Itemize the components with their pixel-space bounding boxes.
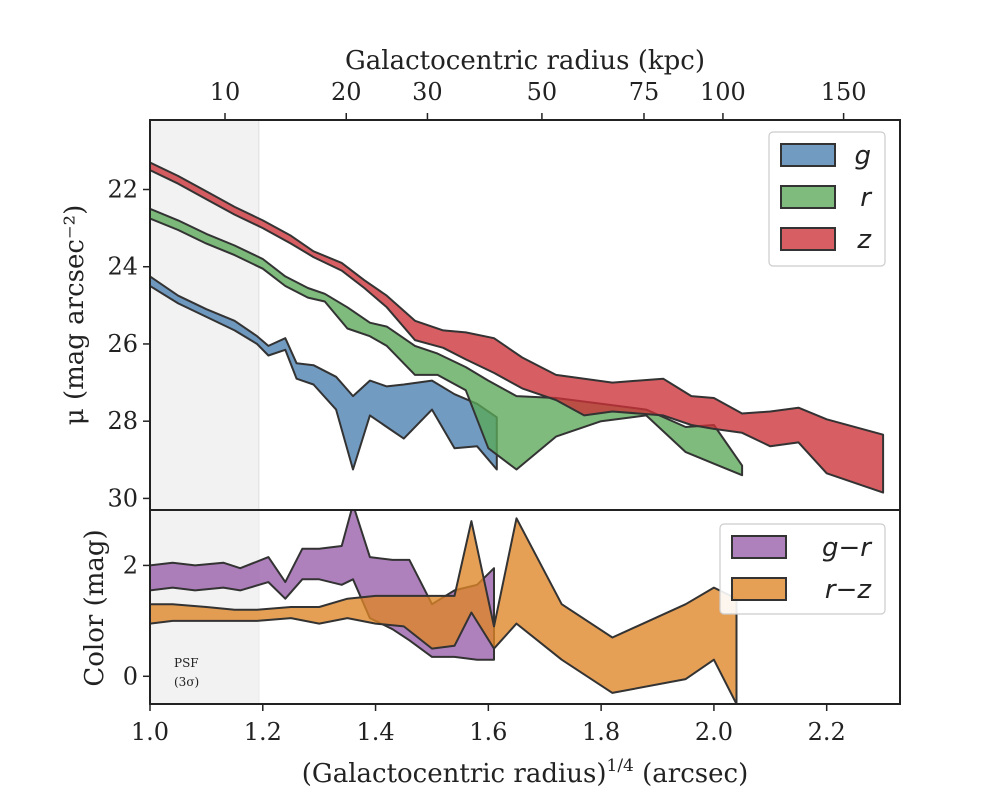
- series-band-r-minus-z: [150, 517, 738, 704]
- bottom-x-ticks: 1.0 1.2 1.4 1.6 1.8 2.0 2.2: [131, 704, 846, 746]
- kpc-tick-label-20: 20: [331, 78, 362, 106]
- x-tick-label-1.8: 1.8: [582, 718, 620, 746]
- bottom-legend: g−r r−z: [719, 523, 886, 615]
- surface-brightness-series: [150, 161, 885, 494]
- y-tick-label-26: 26: [107, 330, 138, 358]
- psf-sigma-label: (3σ): [174, 675, 199, 689]
- x-tick-label-2.2: 2.2: [808, 718, 846, 746]
- y-tick-label-24: 24: [107, 253, 138, 281]
- kpc-tick-label-75: 75: [629, 78, 660, 106]
- x-tick-label-2: 2.0: [695, 718, 733, 746]
- bottom-panel-frame: [149, 509, 901, 705]
- bottom-x-label-main: (Galactocentric radius): [302, 759, 607, 789]
- bottom-x-axis-label: (Galactocentric radius)1/4 (arcsec): [302, 756, 748, 789]
- x-tick-label-1: 1.0: [131, 718, 169, 746]
- legend-swatch-g: [780, 143, 836, 167]
- series-band-z: [150, 161, 885, 494]
- x-tick-label-1.2: 1.2: [244, 718, 282, 746]
- kpc-tick-label-150: 150: [821, 78, 867, 106]
- top-y-axis-label: μ (mag arcsec⁻²): [60, 205, 90, 425]
- legend-label-z: z: [856, 225, 872, 255]
- top-legend: grz: [768, 131, 886, 267]
- color-y-tick-label-0: 0: [123, 662, 138, 690]
- bottom-x-label-unit: (arcsec): [634, 759, 748, 789]
- kpc-tick-label-50: 50: [527, 78, 558, 106]
- color-series: [150, 510, 738, 704]
- y-tick-label-28: 28: [107, 407, 138, 435]
- color-panel: 02 1.0 1.2 1.4 1.6 1.8 2.0 2.2 g−rr−z PSF (3σ): [123, 509, 901, 746]
- legend-swatch-z: [780, 227, 836, 251]
- bottom-y-ticks: 02: [123, 551, 150, 690]
- series-band-g: [150, 275, 498, 471]
- legend-label-r: r: [860, 183, 873, 213]
- color-y-tick-label-2: 2: [123, 551, 138, 579]
- legend-swatch-g-minus-r: [731, 535, 787, 559]
- kpc-tick-label-100: 100: [700, 78, 746, 106]
- kpc-tick-label-10: 10: [210, 78, 241, 106]
- legend-label-r-minus-z: r−z: [825, 575, 872, 605]
- top-secondary-x-ticks: 10 20 30 50 75 100 150: [210, 78, 867, 120]
- legend-label-g-minus-r: g−r: [822, 533, 873, 563]
- x-tick-label-1.4: 1.4: [356, 718, 394, 746]
- legend-swatch-r: [780, 185, 836, 209]
- top-y-ticks: 22 24 26 28 30: [107, 176, 150, 512]
- kpc-tick-label-30: 30: [412, 78, 443, 106]
- psf-label: PSF: [174, 656, 199, 670]
- bottom-y-axis-label: Color (mag): [80, 529, 110, 686]
- y-tick-label-30: 30: [107, 484, 138, 512]
- y-tick-label-22: 22: [107, 176, 138, 204]
- legend-label-g: g: [854, 141, 871, 171]
- top-x-axis-label: Galactocentric radius (kpc): [345, 46, 705, 76]
- x-tick-label-1.6: 1.6: [469, 718, 507, 746]
- legend-swatch-r-minus-z: [731, 577, 787, 601]
- bottom-x-label-exponent: 1/4: [607, 756, 634, 776]
